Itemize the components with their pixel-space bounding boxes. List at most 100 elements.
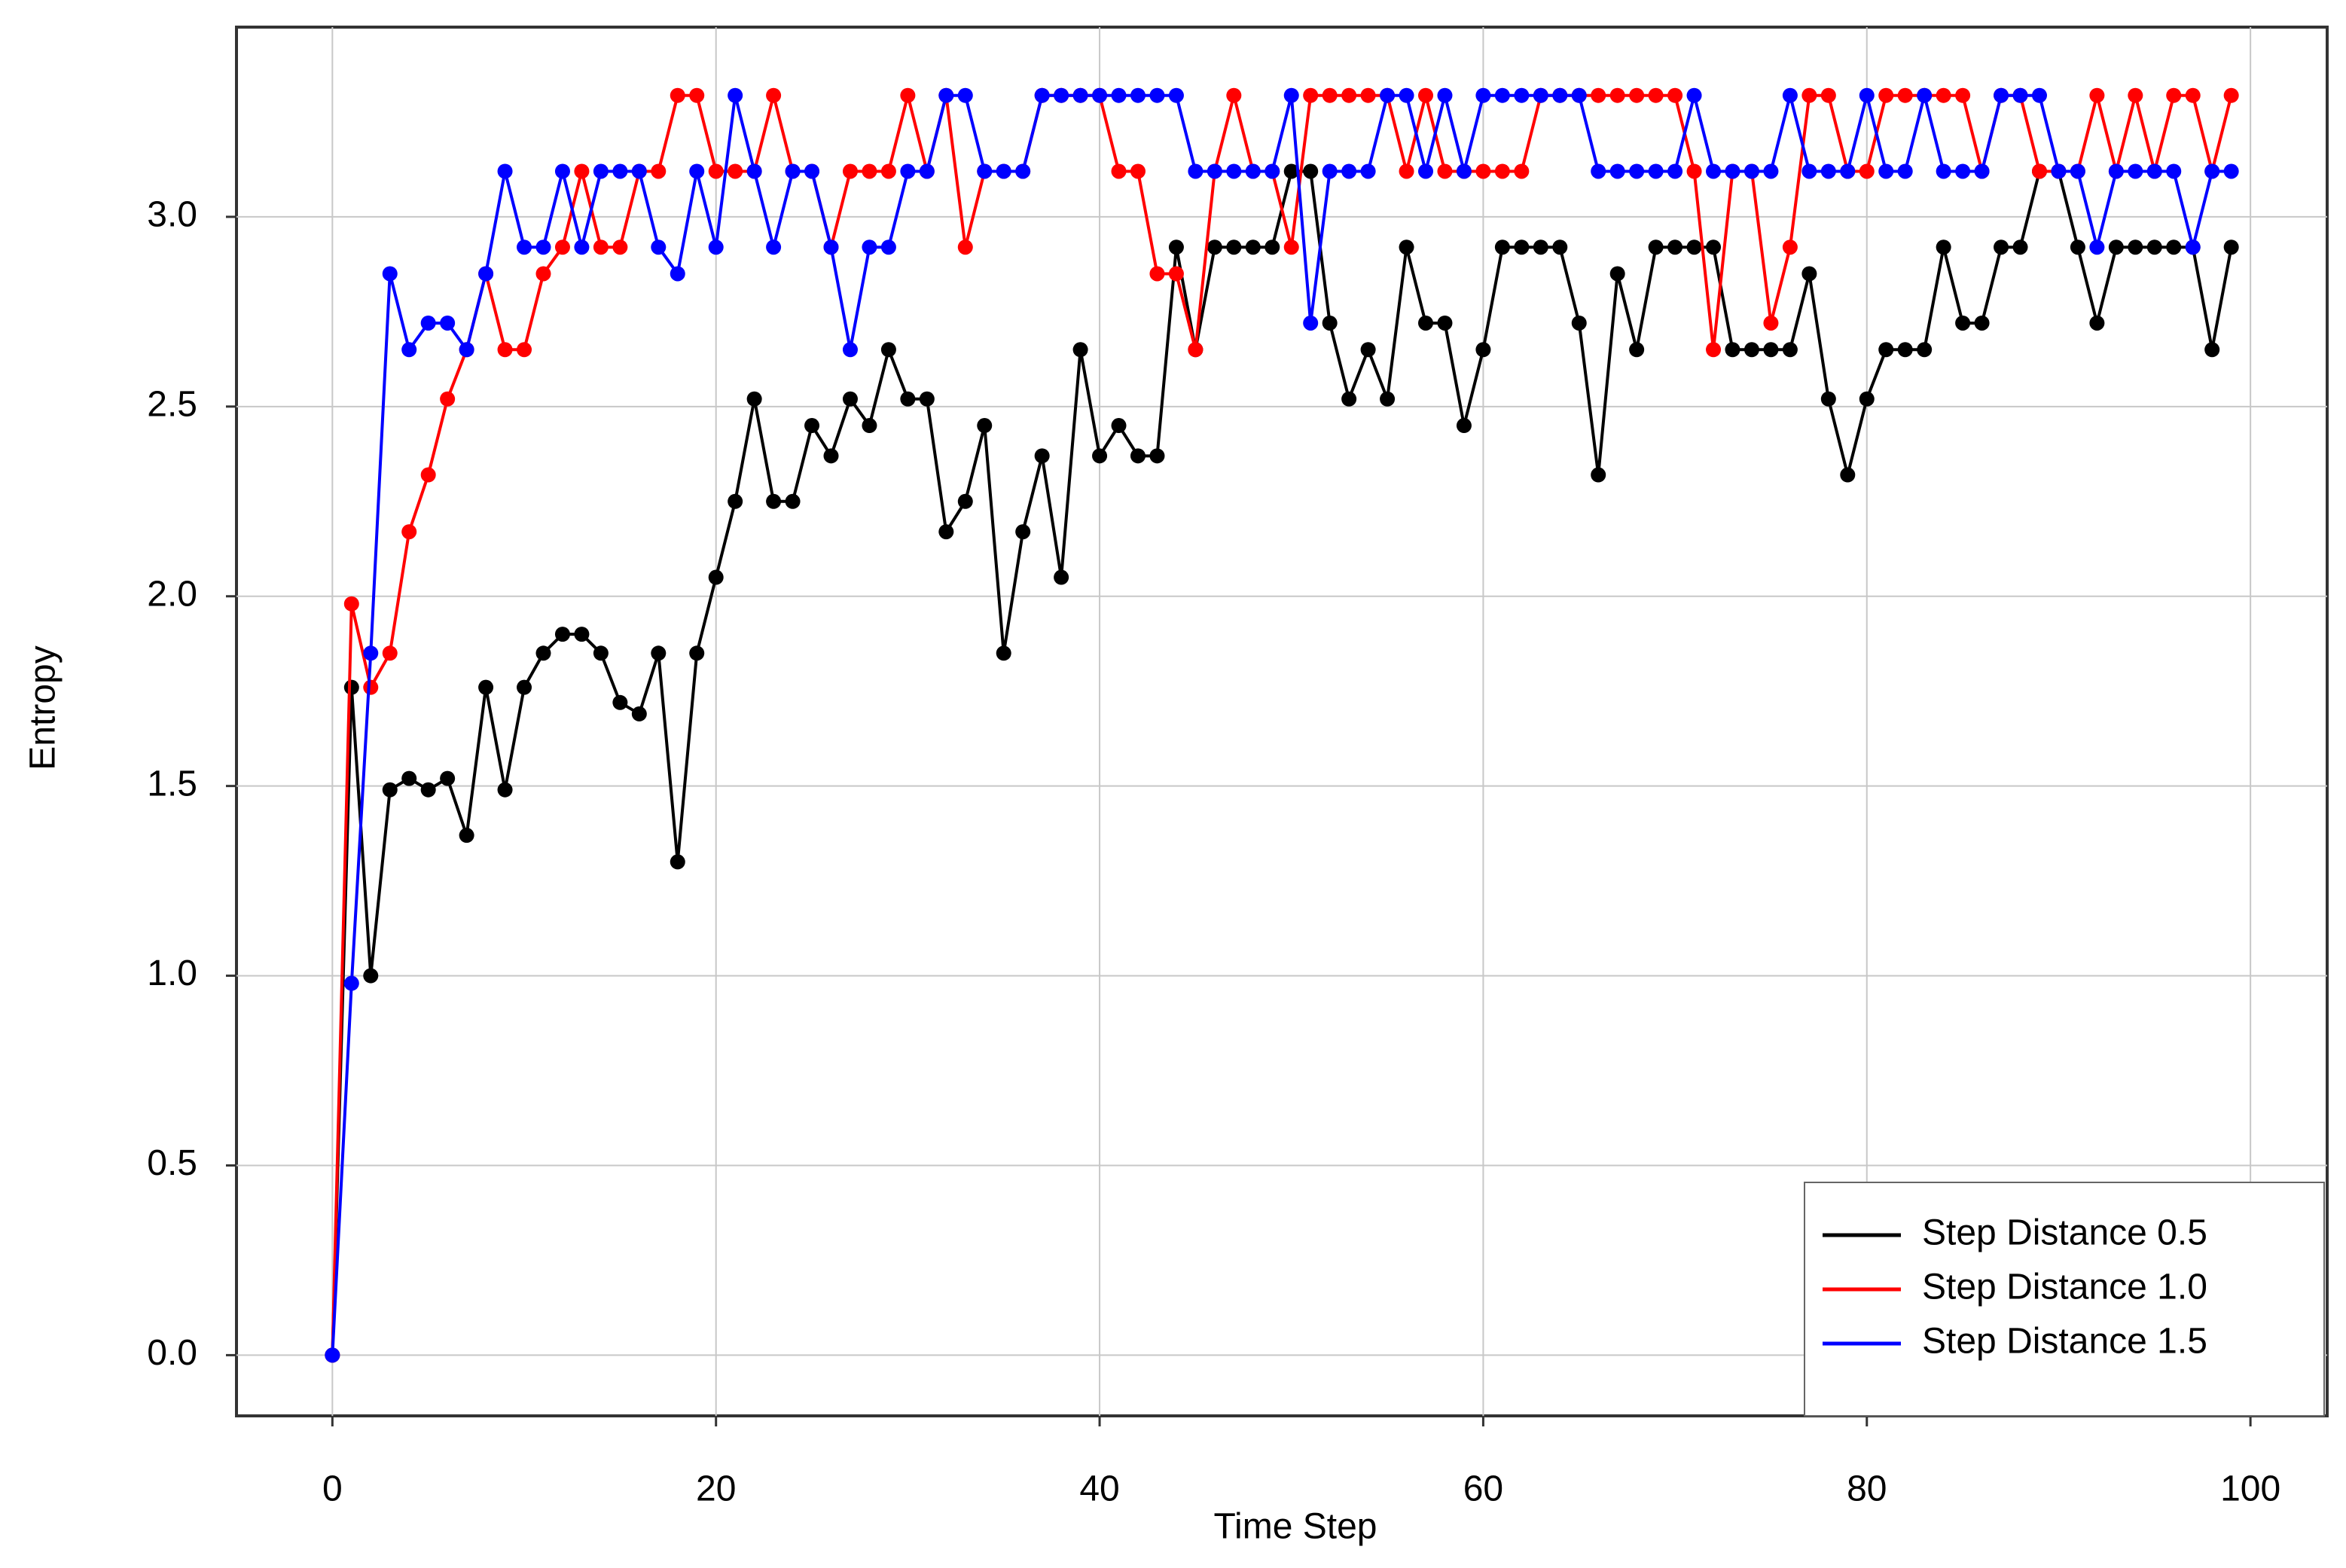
y-tick-label: 1.5 [147,764,197,804]
data-point [1820,87,1836,103]
data-point [1034,87,1050,103]
data-point [766,493,782,509]
data-point [1188,163,1204,179]
data-point [574,163,590,179]
data-point [938,524,954,540]
data-point [1245,163,1261,179]
data-point [1130,87,1146,103]
data-point [2108,239,2124,255]
x-tick-label: 80 [1847,1469,1887,1509]
data-point [1897,87,1913,103]
data-point [535,645,551,661]
data-point [1897,342,1913,358]
data-point [420,315,436,331]
data-point [651,239,667,255]
data-point [440,315,456,331]
data-point [1782,87,1798,103]
data-point [1303,87,1319,103]
data-point [1111,163,1127,179]
data-point [2070,239,2085,255]
data-point [1801,163,1817,179]
data-point [1629,163,1645,179]
series-line [331,93,2233,1356]
data-point [1475,342,1491,358]
data-point [1591,467,1606,483]
data-point [517,679,532,695]
data-point [1494,87,1510,103]
data-point [1168,87,1184,103]
data-point [1878,342,1894,358]
data-point [1322,315,1338,331]
data-point [804,418,820,434]
data-point [670,87,685,103]
data-point [1283,87,1299,103]
data-point [1763,163,1779,179]
data-point [1955,87,1971,103]
data-point [535,266,551,282]
data-point [1418,315,1434,331]
data-point [1149,448,1165,464]
data-point [1015,163,1031,179]
data-point [1437,315,1453,331]
x-axis-label: Time Step [1214,1507,1377,1547]
data-point [1974,315,1990,331]
data-point [2128,239,2143,255]
data-point [363,645,379,661]
data-point [1743,163,1759,179]
data-point [1168,266,1184,282]
data-point [1782,239,1798,255]
data-point [1418,87,1434,103]
data-point [401,524,417,540]
data-point [631,706,647,721]
data-point [977,163,993,179]
y-tick-label: 3.0 [147,195,197,235]
data-point [1801,87,1817,103]
data-point [497,163,513,179]
data-point [1936,239,1951,255]
data-point [497,782,513,798]
data-point [1341,87,1357,103]
data-point [1859,163,1875,179]
data-point [1936,87,1951,103]
data-point [746,163,762,179]
data-point [2223,239,2239,255]
data-point [785,163,801,179]
data-point [2204,163,2220,179]
data-point [459,828,474,843]
data-point [478,679,494,695]
data-point [1878,163,1894,179]
data-point [823,448,839,464]
data-point [1994,239,2009,255]
data-point [651,163,667,179]
data-point [919,391,935,407]
data-point [1265,239,1280,255]
data-point [2031,163,2047,179]
data-point [1974,163,1990,179]
data-point [1360,163,1376,179]
data-point [1437,163,1453,179]
x-tick-label: 100 [2220,1469,2280,1509]
data-point [1859,391,1875,407]
data-point [1015,524,1031,540]
data-point [1552,87,1568,103]
data-point [1609,87,1625,103]
data-point [1303,315,1319,331]
data-point [1475,163,1491,179]
data-point [2166,239,2182,255]
data-point [1418,163,1434,179]
data-point [670,854,685,870]
data-point [1514,239,1530,255]
data-point [1686,163,1702,179]
data-point [420,782,436,798]
data-point [862,418,877,434]
data-point [2146,239,2162,255]
data-point [728,163,743,179]
data-point [2031,87,2047,103]
data-point [880,342,896,358]
y-tick-label: 1.0 [147,953,197,993]
data-point [785,493,801,509]
legend-label: Step Distance 0.5 [1922,1213,2207,1253]
data-point [1725,342,1740,358]
data-point [708,163,724,179]
